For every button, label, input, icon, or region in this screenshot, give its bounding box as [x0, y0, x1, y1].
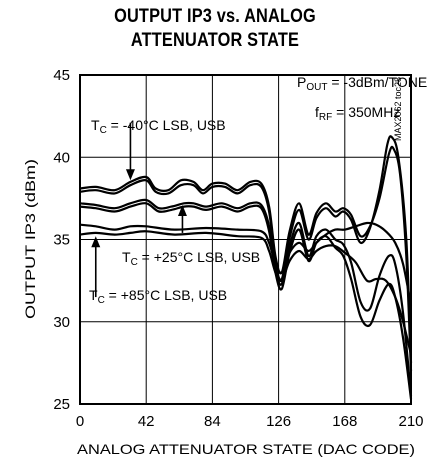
- tc-plus25-sub: C: [131, 257, 138, 268]
- annotation-arrow-head-0: [125, 169, 135, 181]
- x-tick-label: 126: [266, 413, 291, 430]
- tc-plus25-rest: = +25°C LSB, USB: [138, 249, 260, 265]
- y-tick-label: 35: [53, 232, 70, 249]
- tc-minus40-sub: C: [100, 125, 107, 136]
- y-tick-label: 40: [53, 149, 70, 166]
- y-tick-label: 30: [53, 314, 70, 331]
- annotation-tc-plus25: TC = +25°C LSB, USB: [122, 249, 260, 268]
- x-tick-label: 168: [332, 413, 357, 430]
- series-line-4: [79, 221, 413, 306]
- tc-plus85-sub: C: [98, 295, 105, 306]
- y-tick-label: 45: [53, 67, 70, 84]
- x-axis-label: ANALOG ATTENUATOR STATE (DAC CODE): [77, 441, 415, 457]
- y-tick-label: 25: [53, 396, 70, 413]
- plot-frame: [79, 74, 412, 405]
- tc-plus85-main: T: [89, 287, 98, 303]
- annotation-arrow-head-1: [177, 204, 187, 216]
- y-axis-ticks: 25 30 35 40 45: [53, 67, 70, 413]
- x-tick-label: 0: [76, 413, 84, 430]
- pout-rest: = -3dBm/TONE: [327, 74, 427, 90]
- chart-title-line-2: ATTENUATOR STATE: [130, 30, 300, 51]
- annotation-tc-plus85: TC = +85°C LSB, USB: [89, 287, 227, 306]
- tc-plus85-rest: = +85°C LSB, USB: [105, 287, 227, 303]
- condition-pout: POUT = -3dBm/TONE: [297, 74, 427, 93]
- x-axis-ticks: 0 42 84 126 168 210: [76, 413, 424, 430]
- series-lines: [79, 135, 413, 400]
- series-line-5: [79, 230, 413, 355]
- pout-sub: OUT: [306, 82, 327, 93]
- condition-frf: fRF = 350MHz: [315, 104, 400, 123]
- series-line-3: [79, 202, 413, 400]
- frf-main: f: [315, 104, 319, 120]
- document-code: MAX2062 toc28: [393, 77, 403, 141]
- grid: [80, 75, 411, 404]
- annotation-arrow-head-2: [91, 236, 101, 248]
- pout-main: P: [297, 74, 306, 90]
- tc-plus25-main: T: [122, 249, 131, 265]
- frf-sub: RF: [319, 112, 332, 123]
- tc-minus40-rest: = -40°C LSB, USB: [107, 117, 226, 133]
- series-line-2: [79, 198, 413, 396]
- x-tick-label: 42: [138, 413, 155, 430]
- x-tick-label: 210: [398, 413, 423, 430]
- frf-rest: = 350MHz: [332, 104, 400, 120]
- tc-minus40-main: T: [91, 117, 100, 133]
- chart-title-line-1: OUTPUT IP3 vs. ANALOG: [114, 6, 316, 27]
- y-axis-label: OUTPUT IP3 (dBm): [22, 159, 38, 319]
- annotation-tc-minus40: TC = -40°C LSB, USB: [91, 117, 226, 136]
- annotation-arrows: [91, 122, 187, 298]
- x-tick-label: 84: [204, 413, 221, 430]
